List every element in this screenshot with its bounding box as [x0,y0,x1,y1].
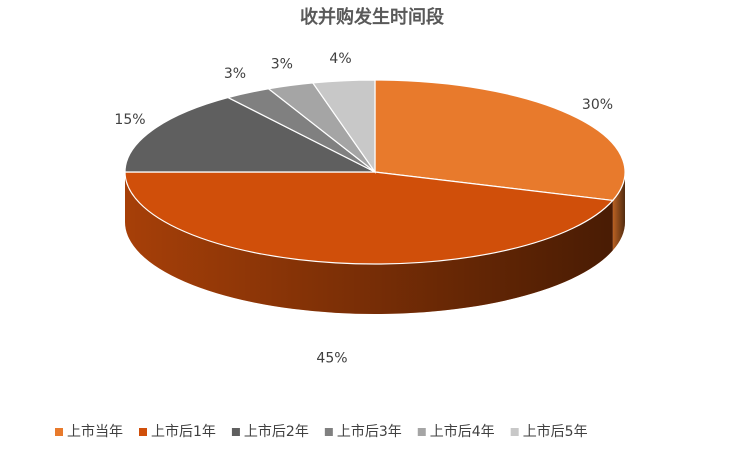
data-label: 4% [329,51,351,67]
slice [311,79,376,174]
slice [124,171,614,265]
slice [124,96,376,173]
slice-side-shade [612,172,625,251]
legend-label: 上市后5年 [523,423,588,440]
legend-label: 上市后2年 [244,423,309,440]
legend-marker [324,428,333,436]
chart-title: 收并购发生时间段 [300,6,445,28]
legend-marker [510,428,519,436]
legend-label: 上市后4年 [430,423,495,440]
legend-label: 上市后3年 [337,423,402,440]
data-label: 3% [224,66,246,82]
slice [374,79,626,202]
legend-marker [231,428,240,436]
legend-label: 上市当年 [67,423,123,440]
data-label: 30% [582,97,613,113]
legend-marker [417,428,426,436]
data-label: 3% [271,57,293,73]
legend-marker [139,428,147,436]
data-label: 15% [114,112,145,128]
legend-marker [55,428,63,436]
data-label: 45% [316,351,347,367]
slice-side-shade [125,172,613,314]
legend-label: 上市后1年 [151,423,216,440]
